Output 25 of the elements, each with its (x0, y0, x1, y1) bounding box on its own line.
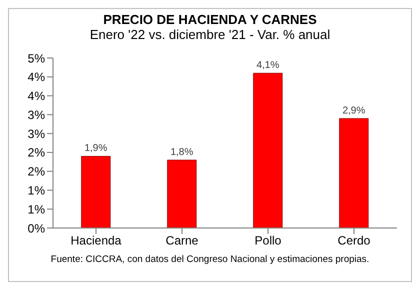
data-label: 1,9% (84, 143, 108, 154)
y-tick-label: 0% (28, 221, 46, 236)
y-tick-label: 5% (28, 51, 46, 66)
data-label: 4,1% (256, 60, 280, 72)
y-tick-label: 4% (28, 89, 46, 104)
y-tick-label: 4% (28, 70, 46, 84)
y-tick-label: 2% (28, 164, 46, 179)
bar (81, 156, 111, 228)
data-label: 1,8% (170, 147, 194, 158)
source-note: Fuente: CICCRA, con datos del Congreso Nacional y estimaciones propias. (50, 254, 370, 265)
x-tick-label: Cerdo (338, 234, 371, 248)
y-tick-label: 1% (28, 183, 46, 198)
x-tick-label: Carne (166, 234, 199, 248)
y-tick-label: 3% (28, 108, 46, 122)
data-label: 2,9% (342, 105, 366, 116)
chart-subtitle: Enero '22 vs. diciembre '21 - Var. % anual (88, 27, 332, 42)
y-tick-label: 1% (28, 202, 46, 216)
bar (253, 72, 283, 228)
x-tick-label: Hacienda (70, 234, 122, 248)
chart-title: PRECIO DE HACIENDA Y CARNES (102, 12, 318, 27)
x-tick-label: Pollo (254, 234, 282, 248)
y-tick-label: 3% (28, 126, 46, 141)
bar (167, 160, 197, 228)
y-tick-label: 2% (28, 146, 46, 160)
bar (339, 118, 369, 228)
